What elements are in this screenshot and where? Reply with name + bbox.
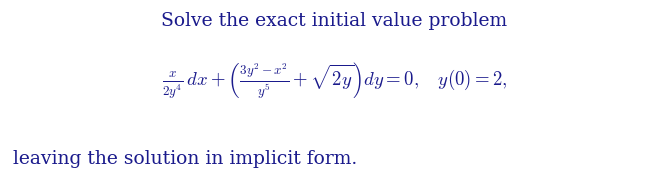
Text: $\frac{x}{2y^4}\, dx + \left(\frac{3y^2 - x^2}{y^5} + \sqrt{2y}\right) dy = 0, \: $\frac{x}{2y^4}\, dx + \left(\frac{3y^2 … xyxy=(162,60,507,101)
Text: leaving the solution in implicit form.: leaving the solution in implicit form. xyxy=(13,150,358,168)
Text: Solve the exact initial value problem: Solve the exact initial value problem xyxy=(161,12,508,30)
